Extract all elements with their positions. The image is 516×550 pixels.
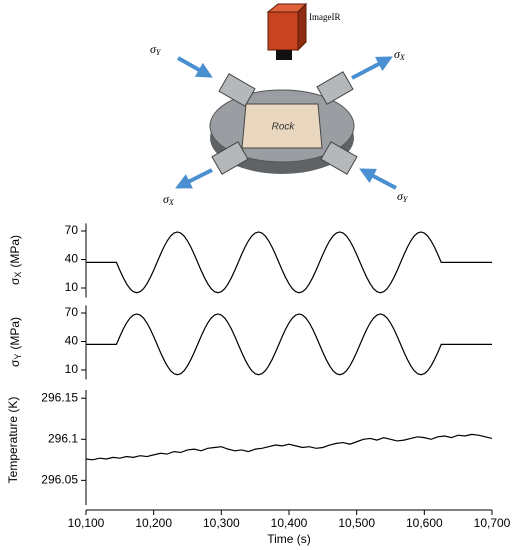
camera-side: [297, 2, 307, 52]
y-tick-label: 70: [65, 305, 79, 319]
y-label-text: (MPa): [8, 317, 22, 350]
y-axis-label: σX (MPa): [8, 235, 23, 285]
piston: [211, 141, 249, 175]
y-label-text: σ: [8, 359, 22, 367]
y-label-subscript: Y: [13, 354, 23, 360]
x-tick-label: 10,500: [338, 516, 375, 530]
stress-symbol: σ: [397, 189, 404, 203]
stress-label: σY: [397, 189, 409, 204]
stress-subscript: Y: [403, 195, 409, 204]
y-tick-label: 40: [65, 252, 79, 266]
stress-label: σX: [163, 192, 175, 207]
y-tick-label: 70: [65, 223, 79, 237]
camera-body: [267, 11, 299, 51]
piston: [316, 71, 354, 105]
data-line: [85, 433, 493, 461]
rock-label: Rock: [272, 122, 296, 133]
stress-label: σY: [150, 42, 162, 57]
stress-arrow: [177, 56, 213, 78]
x-tick-label: 10,200: [135, 516, 172, 530]
stress-arrow: [351, 56, 393, 80]
y-label-text: σ: [8, 277, 22, 285]
y-label-text: (MPa): [8, 235, 22, 268]
piston: [320, 141, 358, 175]
apparatus-diagram: ImageIR Rock σY σX σX σY: [150, 2, 409, 207]
stress-symbol: σ: [163, 192, 170, 206]
y-tick-label: 296.05: [41, 473, 78, 487]
y-label-text: Temperature (K): [6, 397, 20, 484]
y-tick-label: 296.15: [41, 390, 78, 404]
y-tick-label: 296.1: [48, 431, 78, 445]
y-label-subscript: X: [13, 272, 23, 278]
pistons: [211, 71, 358, 175]
y-tick-label: 40: [65, 334, 79, 348]
camera-label: ImageIR: [309, 12, 341, 22]
stress-symbol: σ: [394, 47, 401, 61]
x-tick-label: 10,700: [474, 516, 511, 530]
stress-arrow: [175, 168, 213, 189]
stress-subscript: X: [168, 198, 175, 207]
x-tick-label: 10,100: [68, 516, 105, 530]
x-tick-label: 10,600: [406, 516, 443, 530]
data-line: [86, 313, 492, 376]
data-line: [86, 231, 492, 294]
rock-specimen: [241, 103, 323, 149]
stress-label: σX: [394, 47, 406, 62]
y-axis-label: σY (MPa): [8, 317, 23, 367]
stress-symbol: σ: [150, 42, 157, 56]
camera-lens: [276, 50, 292, 60]
x-tick-label: 10,300: [203, 516, 240, 530]
stress-subscript: Y: [156, 48, 162, 57]
y-tick-label: 10: [65, 362, 79, 376]
x-tick-label: 10,400: [271, 516, 308, 530]
y-axis-label: Temperature (K): [6, 397, 20, 484]
stress-arrow: [359, 168, 397, 190]
x-axis-label: Time (s): [267, 532, 311, 546]
y-tick-label: 10: [65, 280, 79, 294]
piston: [218, 73, 256, 107]
stress-subscript: X: [399, 53, 406, 62]
